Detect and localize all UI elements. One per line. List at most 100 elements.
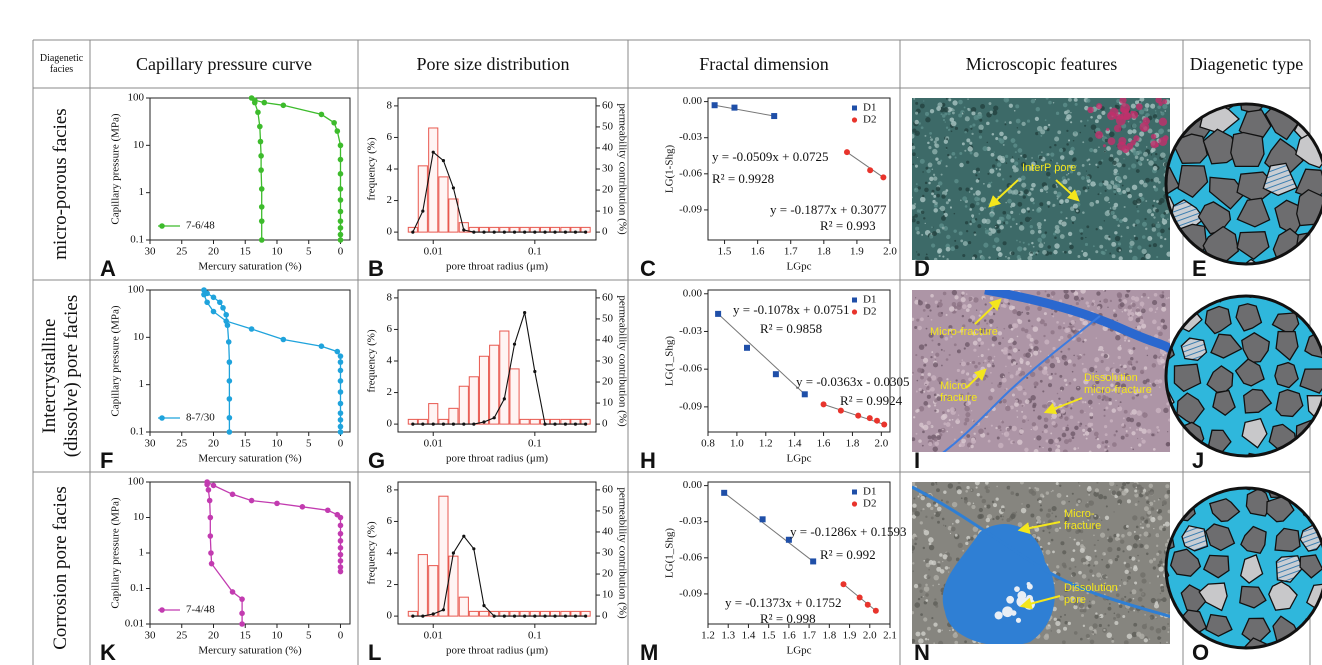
grain — [1109, 481, 1114, 486]
grain — [966, 161, 969, 164]
grain — [1159, 128, 1164, 133]
y-tick-label: -0.09 — [679, 203, 702, 215]
grain — [1127, 360, 1132, 365]
grain — [1139, 97, 1144, 102]
grain — [1031, 429, 1032, 430]
point — [230, 589, 236, 595]
grain — [955, 534, 958, 537]
x-tick-label: 5 — [306, 246, 312, 258]
grain — [1131, 296, 1135, 300]
grain — [975, 190, 981, 196]
grain — [1135, 237, 1139, 241]
grain — [1094, 365, 1097, 368]
grain — [937, 249, 941, 253]
grain — [1069, 245, 1074, 250]
grain — [1140, 302, 1145, 307]
grain — [1146, 524, 1150, 528]
grain — [1127, 129, 1132, 134]
grain — [1086, 225, 1089, 228]
grain — [925, 304, 930, 309]
grain — [912, 503, 916, 507]
grain — [943, 525, 944, 526]
grain — [1033, 246, 1035, 248]
grain — [921, 596, 923, 598]
grain — [947, 112, 950, 115]
grain — [1134, 535, 1139, 540]
grain — [1154, 500, 1156, 502]
grain — [1093, 149, 1097, 153]
grain — [1122, 185, 1124, 187]
grain — [958, 187, 962, 191]
facies-label: Intercrystalline (dissolve) pore facies — [34, 288, 88, 464]
grain — [1115, 400, 1117, 402]
grain — [1068, 622, 1071, 625]
point — [258, 139, 264, 145]
grain — [978, 362, 981, 365]
grain — [1117, 224, 1120, 227]
panel-letter: A — [100, 256, 116, 281]
point — [227, 359, 233, 365]
y2-tick-label: 60 — [602, 483, 614, 495]
grain — [1088, 494, 1090, 496]
grain — [1048, 383, 1052, 387]
grain — [1040, 508, 1043, 511]
point — [227, 396, 233, 402]
grain — [1126, 226, 1129, 229]
grain — [1072, 493, 1074, 495]
grain — [1143, 260, 1173, 293]
grain — [1121, 486, 1124, 489]
grain — [1113, 190, 1116, 193]
grain — [1094, 550, 1096, 552]
grain — [1149, 502, 1153, 506]
grain — [955, 127, 958, 130]
legend-marker — [852, 117, 857, 122]
grain — [1114, 189, 1116, 191]
grain — [938, 181, 942, 185]
grain — [1120, 401, 1122, 403]
grain — [970, 152, 973, 155]
grain — [911, 143, 914, 146]
grain — [1145, 200, 1147, 202]
grain — [1136, 361, 1139, 364]
grain — [1133, 566, 1138, 571]
grain — [1058, 398, 1060, 400]
grain — [1076, 337, 1081, 342]
grain — [969, 447, 970, 448]
grain — [986, 518, 990, 522]
grain — [979, 130, 983, 134]
y-tick-label: 2 — [387, 578, 393, 590]
grain — [1084, 412, 1085, 413]
grain — [972, 419, 974, 421]
legend-label: 7-6/48 — [186, 220, 215, 232]
bar — [429, 566, 438, 616]
grain — [1121, 236, 1123, 238]
grain — [1080, 608, 1084, 612]
stain — [1106, 128, 1109, 131]
grain — [1009, 104, 1013, 108]
point — [300, 504, 306, 510]
grain — [917, 496, 919, 498]
grain — [992, 363, 993, 364]
grain — [1207, 463, 1239, 491]
y-tick-label: 0 — [387, 226, 393, 238]
grain — [1118, 503, 1120, 505]
grain — [1130, 315, 1132, 317]
point — [493, 615, 496, 618]
grain — [1135, 224, 1137, 226]
grain — [1062, 179, 1067, 184]
grain — [1107, 307, 1108, 308]
point — [874, 418, 880, 424]
micrograph — [910, 97, 1172, 262]
grain — [974, 234, 976, 236]
point — [411, 615, 414, 618]
grain — [978, 356, 979, 357]
y-tick-label: 4 — [387, 163, 393, 175]
grain — [980, 104, 985, 109]
grain — [1060, 155, 1064, 159]
y2-tick-label: 30 — [602, 163, 614, 175]
grain — [965, 412, 970, 417]
grain — [938, 584, 939, 585]
point — [338, 237, 344, 243]
grain — [970, 537, 974, 541]
grain — [930, 136, 931, 137]
